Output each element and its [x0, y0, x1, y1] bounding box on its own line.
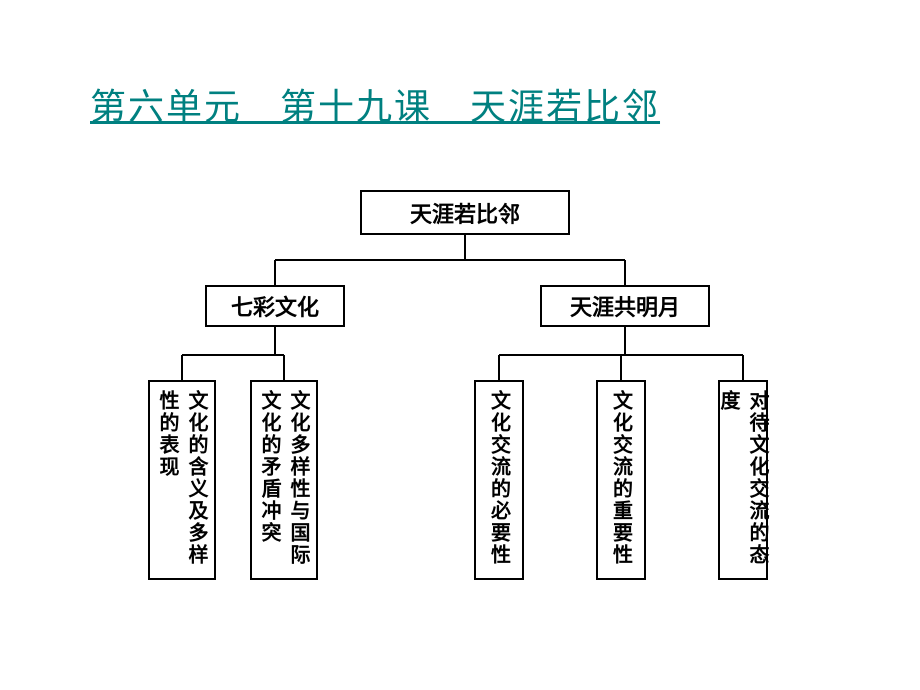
- page-title: 第六单元 第十九课 天涯若比邻: [90, 78, 660, 130]
- connector-lines: [0, 190, 920, 690]
- leaf-node: 对待文化交流的态度: [718, 380, 768, 580]
- leaf-label: 对待文化交流的态度: [714, 390, 772, 570]
- leaf-label: 文化多样性与国际文化的矛盾冲突: [255, 390, 313, 570]
- leaf-node: 文化交流的必要性: [474, 380, 524, 580]
- root-node: 天涯若比邻: [360, 190, 570, 235]
- leaf-node: 文化交流的重要性: [596, 380, 646, 580]
- leaf-label: 文化的含义及多样性的表现: [153, 390, 211, 570]
- leaf-node: 文化多样性与国际文化的矛盾冲突: [250, 380, 318, 580]
- left-node: 七彩文化: [205, 285, 345, 327]
- right-node: 天涯共明月: [540, 285, 710, 327]
- root-label: 天涯若比邻: [410, 197, 520, 229]
- leaf-label: 文化交流的重要性: [607, 390, 636, 566]
- leaf-label: 文化交流的必要性: [485, 390, 514, 566]
- left-label: 七彩文化: [231, 290, 319, 322]
- leaf-node: 文化的含义及多样性的表现: [148, 380, 216, 580]
- right-label: 天涯共明月: [570, 290, 680, 322]
